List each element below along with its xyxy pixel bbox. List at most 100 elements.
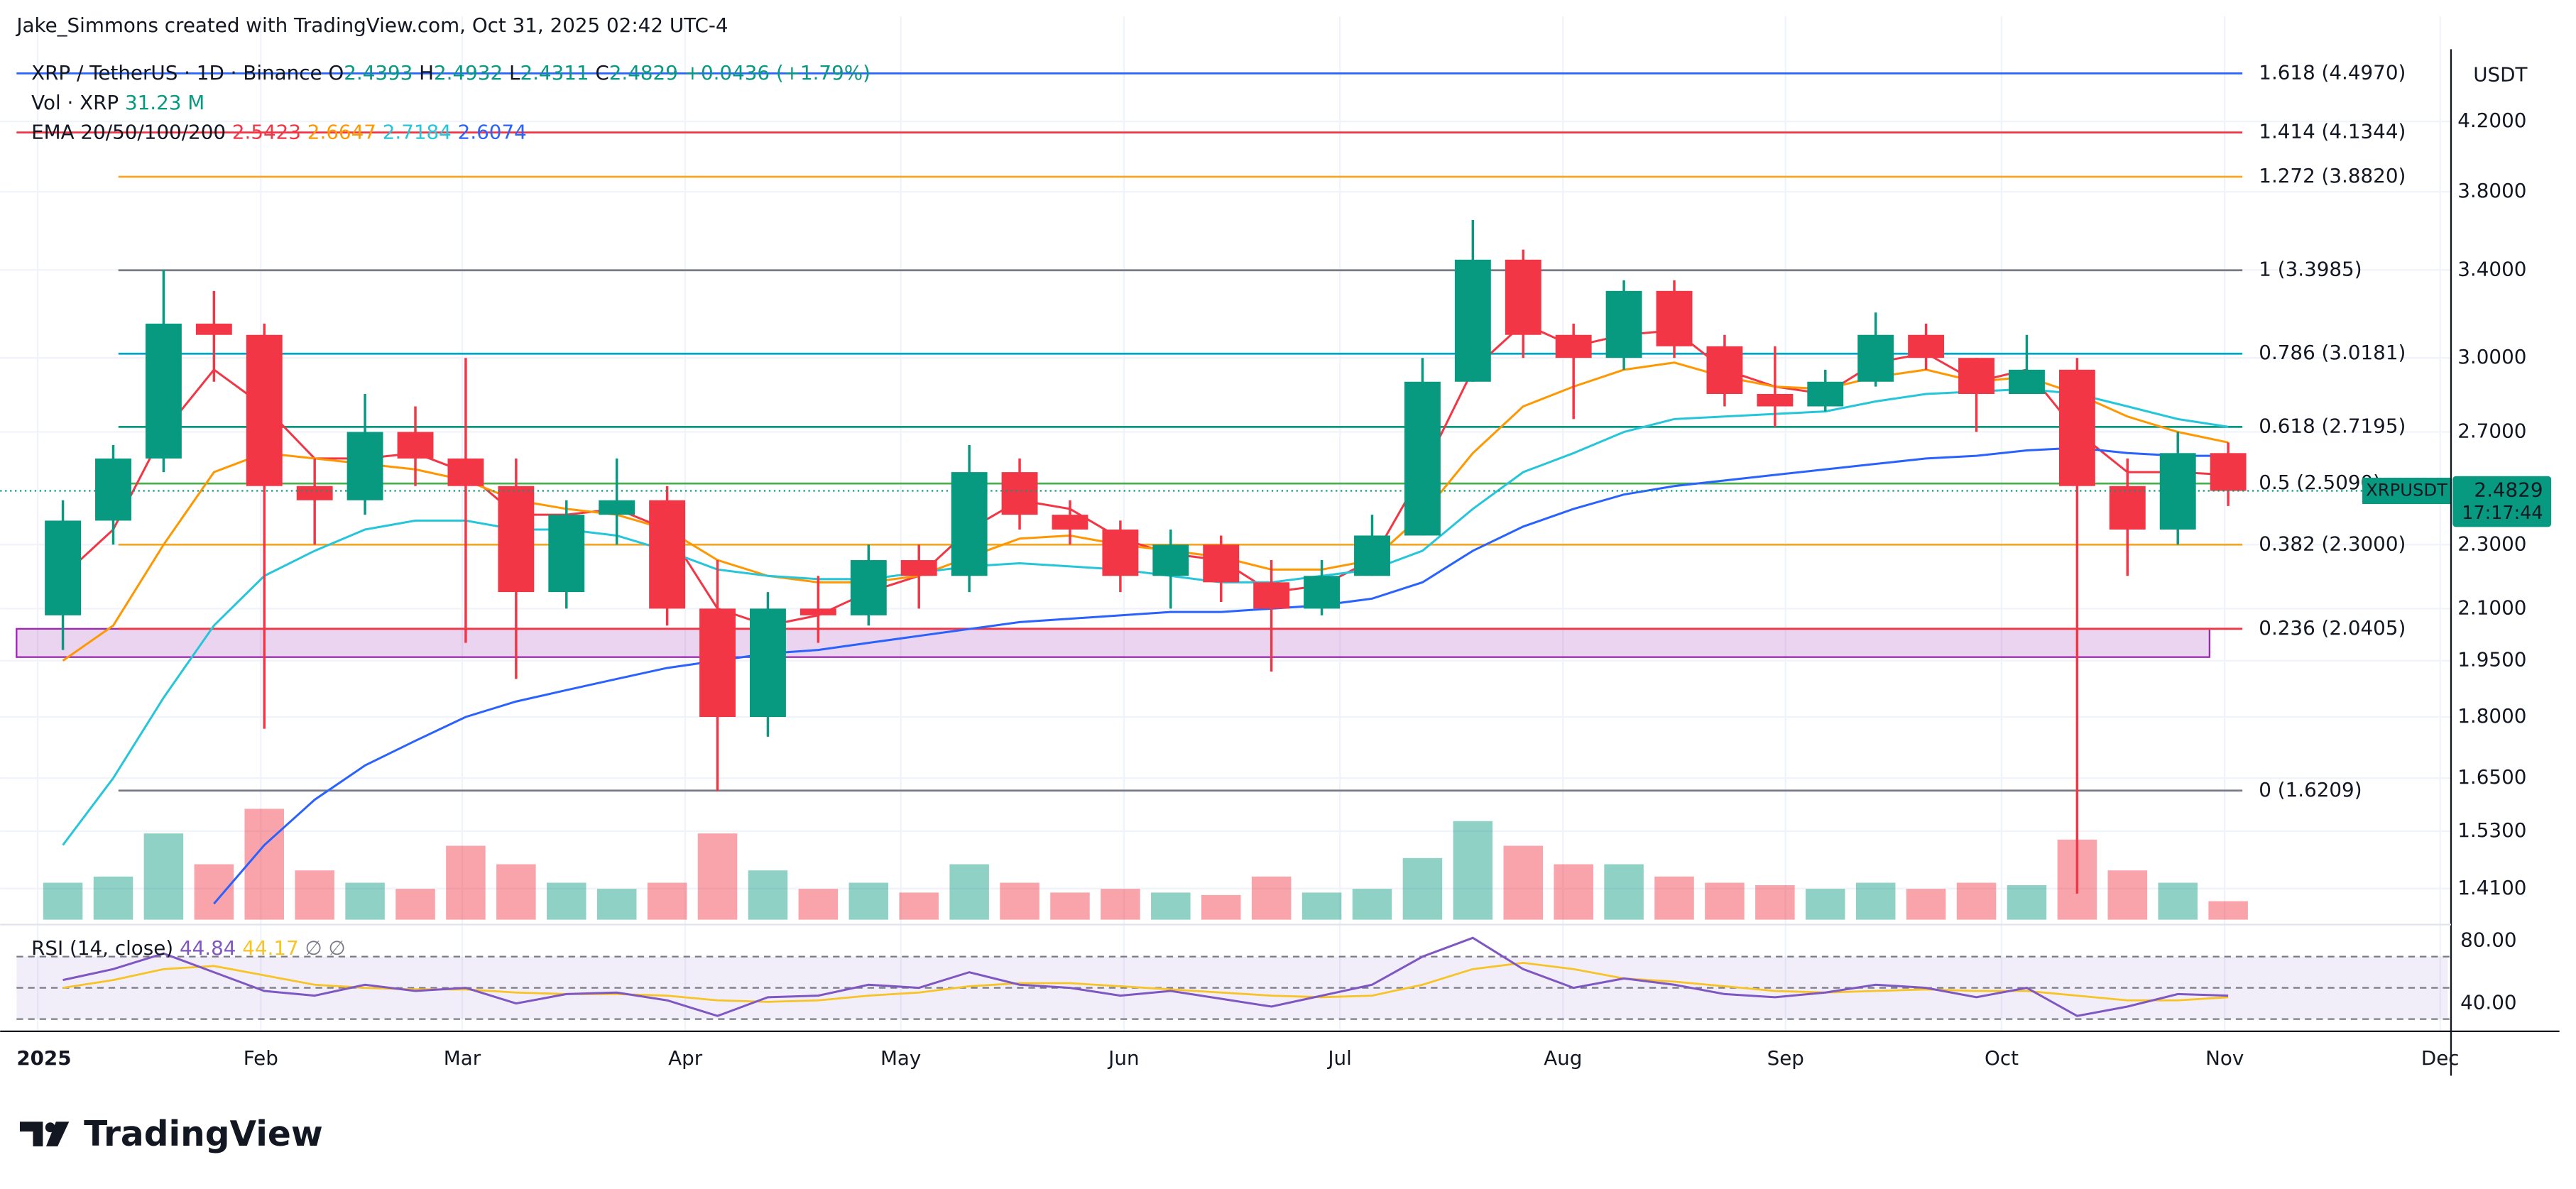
volume-bar (596, 889, 637, 920)
x-tick-label: Dec (2421, 1046, 2460, 1070)
ema-value: 2.7184 (383, 120, 452, 143)
ema-value: 2.6074 (458, 120, 527, 143)
x-tick-label: Aug (1544, 1046, 1582, 1070)
volume-bar (647, 882, 687, 920)
volume-bar (446, 845, 486, 920)
volume-bar (1806, 889, 1845, 920)
fib-label: 1 (3.3985) (2259, 258, 2362, 281)
candle-body (1605, 290, 1642, 358)
ohlc-value: 2.4393 (344, 61, 413, 84)
y-tick-label: 3.8000 (2457, 179, 2526, 202)
y-tick-label: 3.0000 (2457, 345, 2526, 368)
volume-bar (496, 864, 536, 920)
volume-bar (1705, 882, 1745, 920)
ema-line (213, 446, 2229, 905)
ohlc-label: H (419, 61, 434, 84)
price-tag (2452, 476, 2552, 527)
rsi-tick-label: 80.00 (2460, 928, 2516, 952)
candle-body (1706, 346, 1743, 394)
volume-bar (345, 882, 385, 920)
rsi-value: 44.84 (180, 936, 236, 960)
fib-label: 1.272 (3.8820) (2259, 164, 2406, 187)
candle-body (397, 432, 434, 459)
volume-bar (1402, 857, 1443, 920)
volume-bar (748, 870, 788, 920)
change: +0.0436 (+1.79%) (684, 61, 871, 84)
price-tag-countdown: 17:17:44 (2462, 502, 2543, 523)
volume-bar (2107, 870, 2148, 920)
volume-bar (949, 864, 989, 920)
volume-bar (1554, 864, 1593, 920)
price-tag-value: 2.4829 (2474, 478, 2543, 502)
ohlc-value: 2.4311 (520, 61, 589, 84)
candle-body (498, 486, 535, 593)
volume-bar (295, 870, 334, 920)
rsi-line (62, 936, 2229, 1017)
volume-bar (1453, 821, 1493, 920)
volume-bar (697, 833, 738, 920)
candle-body (95, 458, 131, 521)
candle-body (649, 500, 686, 609)
volume-bar (1201, 894, 1241, 920)
candle-body (296, 486, 333, 500)
ema-value: 2.6647 (307, 120, 376, 143)
candle-body (1757, 393, 1794, 407)
fib-label: 1.618 (4.4970) (2259, 60, 2406, 84)
symbol-tag-label: XRPUSDT (2366, 480, 2447, 500)
symbol-legend: XRP / TetherUS · 1D · Binance O2.4393 H2… (31, 61, 871, 84)
volume-value: 31.23 M (125, 91, 204, 114)
rsi-extra: ∅ (329, 936, 346, 960)
candle-body (2210, 453, 2247, 491)
volume-bar (1301, 892, 1342, 920)
volume-legend: Vol · XRP 31.23 M (31, 91, 204, 114)
volume-bar (1352, 889, 1392, 920)
volume-bar (1604, 864, 1644, 920)
y-tick-label: 4.2000 (2457, 109, 2526, 132)
candle-body (1203, 544, 1240, 583)
x-tick-label: Apr (668, 1046, 703, 1070)
x-tick-label: Oct (1985, 1046, 2019, 1070)
volume-bar (1050, 892, 1090, 920)
ohlc-label: O (328, 61, 344, 84)
x-tick-label: Sep (1767, 1046, 1804, 1070)
candle-body (750, 608, 786, 717)
x-tick-label: Jun (1107, 1046, 1139, 1070)
candle-body (900, 560, 937, 576)
ohlc-value: 2.4932 (434, 61, 503, 84)
volume-bar (43, 882, 83, 920)
candle-body (1555, 334, 1592, 358)
y-tick-label: 1.5300 (2457, 818, 2526, 842)
candle-body (1454, 259, 1491, 382)
volume-bar (1855, 882, 1896, 920)
candle-body (799, 608, 836, 615)
ohlc-label: C (595, 61, 608, 84)
candle-body (599, 500, 635, 515)
ema-line (62, 388, 2229, 846)
candle-body (1404, 381, 1441, 536)
symbol-title: XRP / TetherUS · 1D · Binance (31, 61, 322, 84)
volume-bar (848, 882, 889, 920)
volume-bar (1906, 889, 1946, 920)
candle-body (145, 323, 182, 459)
candle-body (1656, 290, 1693, 346)
rsi-label: RSI (14, close) (31, 936, 173, 960)
volume-bar (1101, 889, 1140, 920)
fib-label: 0.5 (2.5090) (2259, 471, 2381, 494)
volume-bar (143, 833, 184, 920)
candle-body (2109, 486, 2146, 530)
volume-bar (1654, 876, 1694, 920)
candle-body (1354, 535, 1390, 576)
volume-bar (1000, 882, 1039, 920)
candle-body (1505, 259, 1541, 335)
x-tick-label: Feb (244, 1046, 278, 1070)
volume-bar (2158, 882, 2198, 920)
candle-body (1958, 358, 1994, 394)
candle-body (195, 323, 232, 335)
fib-label: 0.382 (2.3000) (2259, 532, 2406, 555)
fib-label: 1.414 (4.1344) (2259, 120, 2406, 143)
volume-bar (2007, 884, 2047, 920)
ema-legend: EMA 20/50/100/200 2.5423 2.6647 2.7184 2… (31, 120, 527, 143)
volume-bar (547, 882, 586, 920)
plot-layer: 2025 Feb Mar Apr May Jun Jul Aug Sep Oct Nov Dec 1.4… (0, 16, 2552, 1070)
y-tick-label: 1.8000 (2457, 704, 2526, 728)
